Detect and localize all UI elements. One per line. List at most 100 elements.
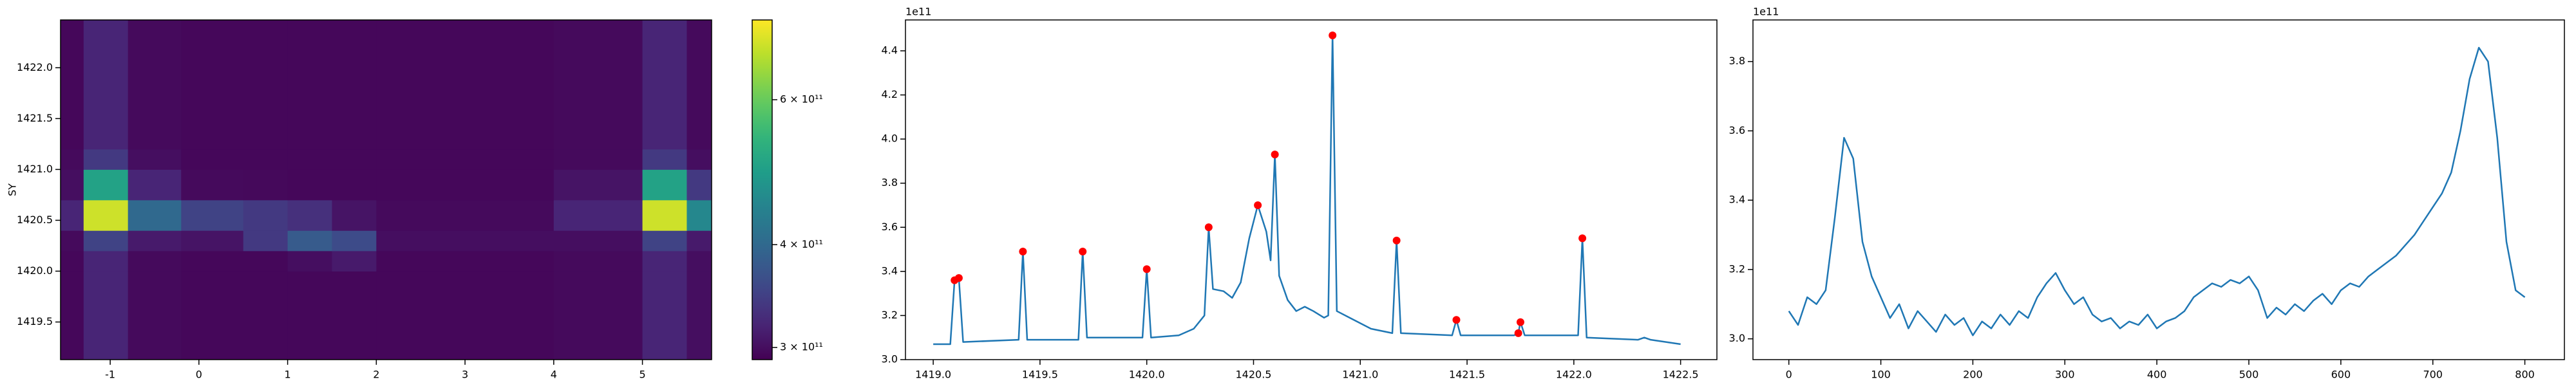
y-tick-label: 1422.0 — [17, 61, 53, 73]
heatmap-cell — [376, 169, 554, 201]
heatmap-cell — [376, 250, 554, 271]
heatmap-cell — [83, 199, 129, 231]
peak-marker — [1452, 316, 1461, 324]
x-tick-label: 800 — [2515, 369, 2535, 381]
heatmap-cell — [128, 20, 182, 150]
y-tick-label: 4.2 — [882, 88, 898, 100]
x-tick-label: 600 — [2331, 369, 2351, 381]
x-tick-label: 400 — [2147, 369, 2167, 381]
y-tick-label: 3.0 — [882, 353, 898, 365]
heatmap-cell — [553, 20, 643, 150]
y-tick-label: 3.6 — [882, 221, 898, 233]
heatmap-cell — [128, 250, 182, 271]
heatmap-cell — [553, 230, 643, 252]
x-tick-label: 4 — [551, 369, 557, 381]
heatmap-cell — [243, 149, 289, 170]
x-tick-label: 100 — [1871, 369, 1891, 381]
heatmap-cell — [181, 199, 244, 231]
x-tick-label: 2 — [373, 369, 379, 381]
heatmap-cell — [243, 250, 289, 271]
x-tick-label: 500 — [2239, 369, 2259, 381]
x-tick-label: 1419.5 — [1022, 369, 1058, 381]
y-tick-label: 1419.5 — [17, 315, 53, 327]
heatmap-cell — [181, 149, 244, 170]
heatmap-cell — [332, 199, 377, 231]
axes-frame — [60, 19, 712, 360]
heatmap-cell — [553, 169, 643, 201]
heatmap-cell — [83, 250, 129, 271]
heatmap-cell — [687, 250, 712, 271]
data-line — [933, 34, 1681, 345]
heatmap-cell — [128, 230, 182, 252]
heatmap-cell — [128, 199, 182, 231]
heatmap-cell — [128, 271, 182, 360]
heatmap-cell — [83, 169, 129, 201]
heatmap-cell — [61, 169, 84, 201]
x-tick-label: 1 — [285, 369, 291, 381]
heatmap-cell — [83, 230, 129, 252]
heatmap-cell — [642, 20, 687, 150]
colorbar — [752, 19, 773, 360]
heatmap-cell — [687, 271, 712, 360]
heatmap-cell — [376, 199, 554, 231]
heatmap-cell — [61, 230, 84, 252]
heatmap-cell — [61, 199, 84, 231]
heatmap-cell — [376, 20, 554, 150]
x-tick-label: -1 — [105, 369, 115, 381]
heatmap-cell — [128, 169, 182, 201]
heatmap-cell — [243, 230, 289, 252]
peak-marker — [1142, 265, 1151, 273]
y-tick-label: 3.2 — [882, 309, 898, 321]
heatmap-cell — [687, 169, 712, 201]
y-tick-label: 1421.5 — [17, 112, 53, 124]
heatmap-cell — [332, 20, 377, 150]
heatmap-cell — [181, 169, 244, 201]
heatmap-cell — [181, 20, 244, 150]
heatmap-cell — [287, 169, 332, 201]
y-tick-label: 3.8 — [1729, 55, 1745, 67]
x-tick-label: 1420.0 — [1129, 369, 1165, 381]
peak-marker — [1329, 32, 1337, 39]
heatmap-cell — [376, 271, 554, 360]
heatmap-cell — [243, 199, 289, 231]
heatmap-cell — [332, 230, 377, 252]
heatmap-cell — [83, 149, 129, 170]
offset-text: 1e11 — [1753, 6, 1779, 18]
heatmap-cell — [243, 169, 289, 201]
heatmap-cell — [181, 250, 244, 271]
data-line — [1788, 46, 2526, 336]
heatmap-cell — [687, 149, 712, 170]
peak-marker — [1019, 248, 1027, 255]
y-tick-label: 3.2 — [1729, 262, 1745, 275]
y-tick-label: 1420.5 — [17, 214, 53, 226]
heatmap-cell — [553, 149, 643, 170]
x-tick-label: 1420.5 — [1235, 369, 1271, 381]
heatmap-cell — [332, 250, 377, 271]
heatmap-cell — [553, 199, 643, 231]
heatmap-cell — [642, 271, 687, 360]
peak-marker — [1392, 236, 1401, 244]
heatmap-cell — [642, 199, 687, 231]
heatmap-cell — [287, 20, 332, 150]
heatmap-cell — [83, 271, 129, 360]
heatmap-cell — [332, 271, 377, 360]
heatmap-cell — [642, 149, 687, 170]
peak-marker — [1204, 223, 1213, 232]
peak-marker — [1578, 234, 1587, 243]
heatmap-cell — [376, 149, 554, 170]
heatmap-cell — [553, 250, 643, 271]
heatmap-cell — [243, 271, 289, 360]
x-tick-label: 0 — [1786, 369, 1792, 381]
y-tick-label: 1420.0 — [17, 264, 53, 277]
y-axis-label: SY — [6, 183, 19, 196]
heatmap-cell — [61, 250, 84, 271]
heatmap-cell — [287, 149, 332, 170]
heatmap-cell — [332, 169, 377, 201]
peak-marker — [1514, 329, 1522, 337]
colorbar-tick-label: 4 × 10¹¹ — [780, 238, 823, 250]
x-tick-label: 1421.5 — [1449, 369, 1485, 381]
heatmap-cell — [642, 250, 687, 271]
heatmap-cell — [61, 149, 84, 170]
